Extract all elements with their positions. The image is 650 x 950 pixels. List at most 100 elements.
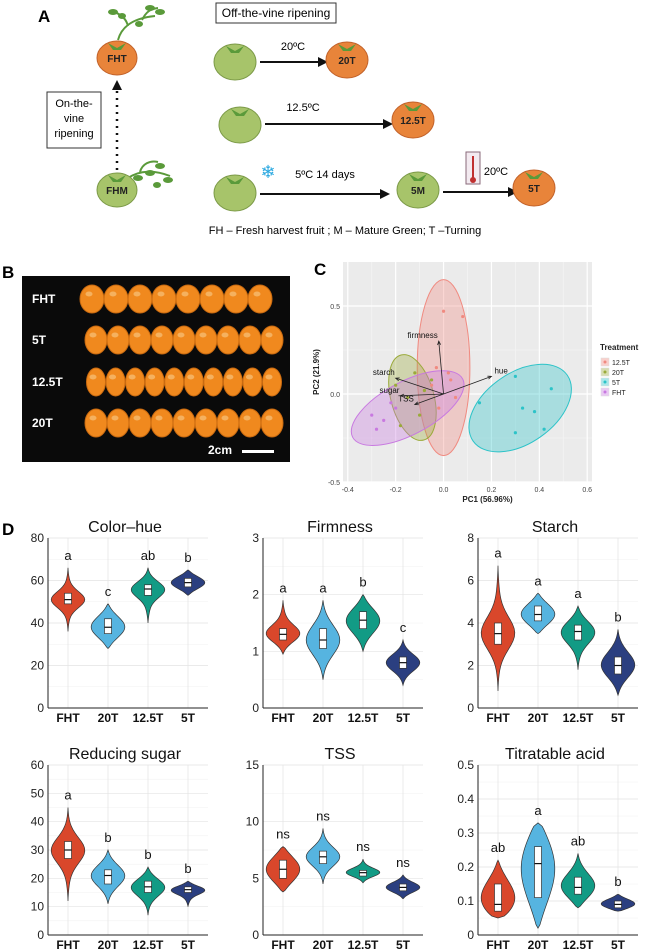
arrow-125c-label: 12.5ºC — [286, 102, 319, 114]
violin-sig-12.5T: ab — [141, 548, 155, 563]
photo-fruit-highlight — [89, 415, 97, 421]
violin-ytick-label: 2 — [467, 659, 474, 673]
violin-sig-FHT: a — [494, 546, 502, 561]
arrow-5c-label: 5ºC 14 days — [295, 169, 355, 181]
photo-fruit — [150, 408, 174, 438]
abbreviation-legend: FH – Fresh harvest fruit ; M – Mature Gr… — [209, 225, 481, 237]
photo-fruit-highlight — [109, 374, 117, 380]
photo-fruit — [172, 325, 196, 355]
violin-sig-12.5T: ns — [356, 839, 370, 854]
photo-fruit-highlight — [199, 415, 207, 421]
pca-point-20T — [418, 413, 422, 417]
vine-top-leaves — [108, 5, 165, 27]
violin-sig-5T: b — [184, 861, 191, 876]
photo-fruit-highlight — [89, 332, 97, 338]
pca-point-20T — [422, 388, 427, 393]
violin-ytick-label: 0.2 — [457, 860, 474, 874]
photo-row-label: 20T — [32, 416, 53, 430]
fruit-fht-label: FHT — [107, 54, 126, 65]
violin-xtick-label: FHT — [486, 938, 510, 950]
pca-legend-dot — [603, 360, 607, 364]
violin-xtick-label: 5T — [181, 938, 196, 950]
fruit-5m: 5M — [396, 171, 440, 209]
violin-panel: TSS 0 5 10 15 FHT 20T 12.5T 5T ns ns ns ns — [246, 746, 423, 950]
pca-legend-label: 5T — [612, 380, 621, 387]
pca-loading-firmness — [438, 341, 444, 395]
violin-xtick-label: 5T — [396, 938, 411, 950]
violin-ytick-label: 3 — [252, 531, 259, 545]
fruit-fhm: FHM — [96, 172, 138, 208]
pca-xtick-label: -0.4 — [342, 487, 354, 494]
photo-fruit — [175, 284, 201, 314]
violin-xtick-label: 12.5T — [563, 938, 594, 950]
pca-point-20T — [394, 383, 398, 387]
violin-ytick-label: 1 — [252, 644, 259, 658]
violin-ytick-label: 50 — [31, 786, 45, 800]
violin-panel: Titratable acid 0 0.1 0.2 0.3 0.4 0.5 FHT 20T 12.… — [457, 746, 638, 950]
photo-fruit-highlight — [111, 332, 119, 338]
violin-sig-20T: c — [105, 584, 112, 599]
pca-loading-label: sugar — [379, 386, 399, 395]
violin-sig-5T: b — [184, 550, 191, 565]
photo-fruit-highlight — [205, 291, 213, 297]
photo-fruit-highlight — [206, 374, 214, 380]
violin-ytick-label: 0.1 — [457, 894, 474, 908]
photo-fruit-highlight — [199, 332, 207, 338]
violin-ytick-label: 10 — [31, 900, 45, 914]
photo-fruit — [128, 408, 152, 438]
on-vine-line-3: ripening — [54, 128, 93, 140]
violin-xtick-label: 5T — [611, 711, 626, 725]
violin-ytick-label: 20 — [31, 659, 45, 673]
violin-title: Color–hue — [88, 519, 162, 536]
violin-sig-5T: ns — [396, 855, 410, 870]
pca-loading-label: firmness — [408, 331, 438, 340]
photo-fruit — [106, 408, 130, 438]
photo-fruit — [247, 284, 273, 314]
pca-point-5T — [532, 410, 537, 414]
violin-sig-20T: b — [104, 830, 111, 845]
snowflake-icon: ❄ — [260, 162, 275, 182]
violin-ytick-label: 40 — [31, 616, 45, 630]
violin-xtick-label: 12.5T — [348, 711, 379, 725]
pca-loading-sugar — [400, 393, 444, 397]
pca-ytick-label: 0.5 — [330, 304, 340, 311]
photo-fruit-highlight — [148, 374, 156, 380]
violin-panel: Reducing sugar 0 10 20 30 40 50 60 FHT 20T 12.5T 5T… — [31, 746, 208, 950]
violin-sig-FHT: a — [279, 580, 287, 595]
fruit-125t: 12.5T — [391, 101, 435, 139]
pca-ytick-label: -0.5 — [328, 480, 340, 487]
violin-sig-FHT: a — [64, 548, 72, 563]
pca-point-20T — [398, 424, 403, 428]
pca-point-FHT — [389, 401, 393, 405]
photo-fruit-highlight — [226, 374, 234, 380]
pca-plot: -0.4 -0.2 0.0 0.2 0.4 0.6 -0.5 0.0 0.5 firmness hu… — [312, 262, 639, 504]
photo-fruit — [84, 325, 108, 355]
fruit-5m-label: 5M — [411, 186, 425, 197]
photo-row-label: 5T — [32, 333, 47, 347]
photo-fruit-highlight — [155, 332, 163, 338]
fruit-green-2 — [218, 106, 262, 144]
violin-ytick-label: 15 — [246, 758, 260, 772]
pca-point-5T — [520, 406, 525, 410]
photo-fruit-highlight — [109, 291, 117, 297]
pca-point-FHT — [382, 418, 386, 422]
pca-xtick-label: 0.6 — [582, 487, 592, 494]
photo-fruit — [151, 284, 177, 314]
photo-fruit-highlight — [111, 415, 119, 421]
photo-fruit — [223, 284, 249, 314]
violin-ytick-label: 0 — [252, 701, 259, 715]
violin-ytick-label: 20 — [31, 871, 45, 885]
pca-point-20T — [413, 371, 417, 375]
violin-panel: Starch 0 2 4 6 8 FHT 20T 12.5T 5T a a a b — [467, 519, 638, 725]
photo-fruit-highlight — [133, 415, 141, 421]
pca-point-12.5T — [446, 371, 450, 375]
fruit-photo-rows: FHT 5T 12.5T 20T — [32, 284, 284, 438]
violin-ytick-label: 6 — [467, 574, 474, 588]
pca-point-5T — [513, 431, 517, 435]
violin-sig-5T: b — [614, 874, 621, 889]
violin-ytick-label: 0.4 — [457, 792, 474, 806]
photo-fruit-highlight — [187, 374, 195, 380]
violin-box-FHT — [494, 883, 502, 912]
